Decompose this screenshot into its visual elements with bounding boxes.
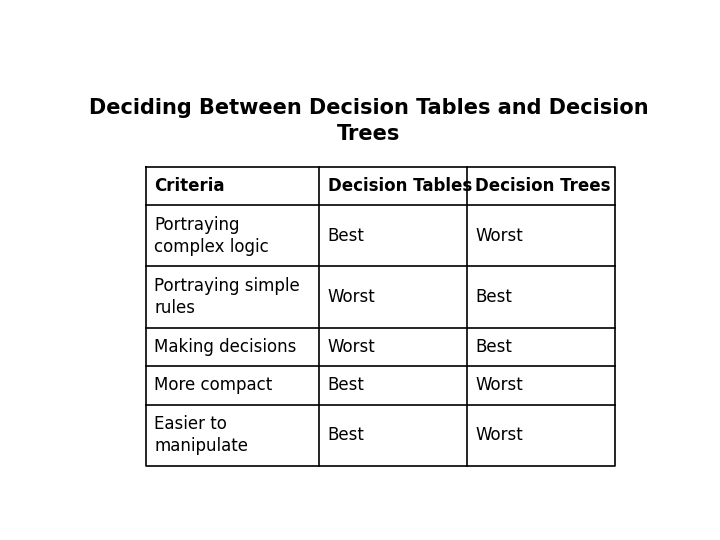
Text: Decision Tables: Decision Tables [328, 177, 472, 195]
Text: Best: Best [328, 427, 364, 444]
Text: Portraying
complex logic: Portraying complex logic [154, 215, 269, 256]
Text: Worst: Worst [328, 338, 375, 356]
Text: Worst: Worst [475, 427, 523, 444]
Text: Best: Best [475, 288, 512, 306]
Text: More compact: More compact [154, 376, 272, 394]
Text: Deciding Between Decision Tables and Decision
Trees: Deciding Between Decision Tables and Dec… [89, 98, 649, 145]
Text: Decision Trees: Decision Trees [475, 177, 611, 195]
Text: Best: Best [328, 227, 364, 245]
Text: Best: Best [475, 338, 512, 356]
Text: Worst: Worst [475, 376, 523, 394]
Text: Portraying simple
rules: Portraying simple rules [154, 277, 300, 318]
Text: Making decisions: Making decisions [154, 338, 297, 356]
Text: Worst: Worst [328, 288, 375, 306]
Text: Criteria: Criteria [154, 177, 225, 195]
Text: Easier to
manipulate: Easier to manipulate [154, 415, 248, 455]
Text: Best: Best [328, 376, 364, 394]
Text: Worst: Worst [475, 227, 523, 245]
